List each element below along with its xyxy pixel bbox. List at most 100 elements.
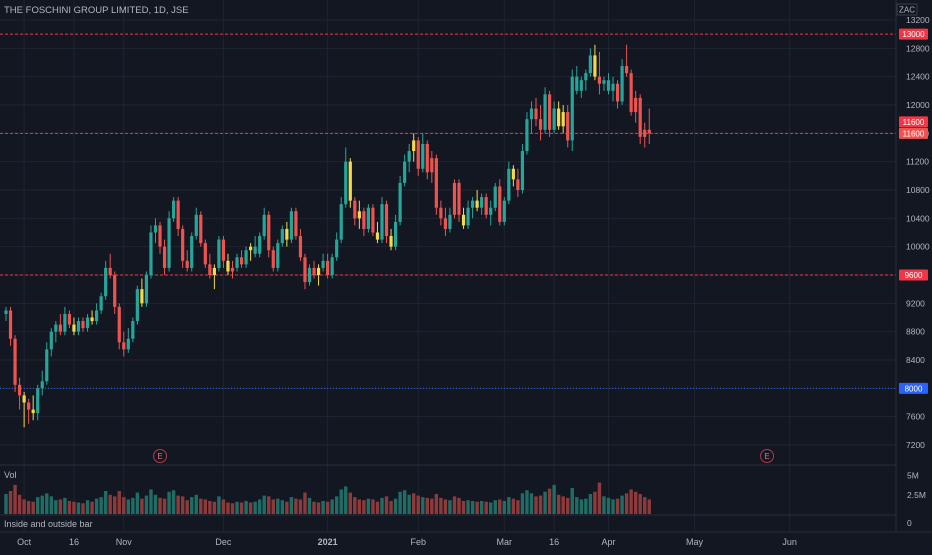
candle-body[interactable] xyxy=(190,236,194,268)
candle-body[interactable] xyxy=(67,313,72,325)
candle-body[interactable] xyxy=(162,246,167,268)
candle-body[interactable] xyxy=(457,182,461,215)
candle-body[interactable] xyxy=(298,236,303,258)
candle-body[interactable] xyxy=(425,143,429,173)
candle-body[interactable] xyxy=(430,158,434,173)
candle-body[interactable] xyxy=(253,246,257,254)
candle-body[interactable] xyxy=(294,211,298,237)
candle-body[interactable] xyxy=(122,342,126,350)
candle-body[interactable] xyxy=(108,267,112,275)
candle-body[interactable] xyxy=(579,80,583,91)
candle-body[interactable] xyxy=(72,324,76,332)
candle-body[interactable] xyxy=(380,204,384,240)
candle-body[interactable] xyxy=(525,119,529,152)
candle-body[interactable] xyxy=(597,76,602,84)
candle-body[interactable] xyxy=(45,349,49,382)
candle-body[interactable] xyxy=(403,161,407,183)
candle-body[interactable] xyxy=(625,66,629,74)
candle-body[interactable] xyxy=(90,317,94,322)
candle-body[interactable] xyxy=(285,228,289,240)
candle-body[interactable] xyxy=(22,395,26,403)
candle-body[interactable] xyxy=(276,243,280,268)
candle-body[interactable] xyxy=(570,76,574,141)
candle-body[interactable] xyxy=(326,260,330,275)
candle-body[interactable] xyxy=(335,239,339,258)
candle-body[interactable] xyxy=(212,267,216,275)
candle-body[interactable] xyxy=(230,267,235,272)
candle-body[interactable] xyxy=(615,83,620,102)
candle-body[interactable] xyxy=(516,179,520,190)
candle-body[interactable] xyxy=(543,94,547,130)
candle-body[interactable] xyxy=(552,108,556,130)
candle-body[interactable] xyxy=(149,232,153,276)
candle-body[interactable] xyxy=(249,246,253,251)
candle-body[interactable] xyxy=(557,108,561,127)
candle-body[interactable] xyxy=(538,119,543,130)
time-axis[interactable]: Oct 16 Nov Dec 2021 Feb Mar 16 Apr May Jun xyxy=(17,537,797,547)
candle-body[interactable] xyxy=(239,257,244,265)
earnings-event-icon[interactable] xyxy=(153,449,168,463)
candle-body[interactable] xyxy=(158,225,162,247)
candle-body[interactable] xyxy=(258,236,262,254)
candle-body[interactable] xyxy=(17,384,22,396)
candle-body[interactable] xyxy=(575,76,579,91)
candles[interactable] xyxy=(4,44,651,428)
candle-body[interactable] xyxy=(439,207,443,219)
candle-body[interactable] xyxy=(606,80,611,91)
candle-body[interactable] xyxy=(208,264,212,275)
candle-body[interactable] xyxy=(81,321,85,329)
candle-body[interactable] xyxy=(27,402,31,410)
candle-body[interactable] xyxy=(434,158,438,208)
candle-body[interactable] xyxy=(452,182,457,215)
candle-body[interactable] xyxy=(135,289,139,322)
candle-body[interactable] xyxy=(321,260,325,268)
candle-body[interactable] xyxy=(244,250,248,265)
candle-body[interactable] xyxy=(416,140,420,169)
candle-body[interactable] xyxy=(348,161,352,201)
candle-body[interactable] xyxy=(140,289,144,304)
candle-body[interactable] xyxy=(280,228,284,244)
candle-body[interactable] xyxy=(362,211,366,229)
candle-body[interactable] xyxy=(104,267,108,297)
candle-body[interactable] xyxy=(95,310,99,322)
candle-body[interactable] xyxy=(181,228,185,261)
candle-body[interactable] xyxy=(113,275,117,307)
candle-body[interactable] xyxy=(634,97,638,113)
candle-body[interactable] xyxy=(502,200,506,222)
candle-body[interactable] xyxy=(40,381,44,389)
earnings-event-icon[interactable] xyxy=(760,449,775,463)
candle-body[interactable] xyxy=(167,218,171,268)
candle-body[interactable] xyxy=(638,97,642,137)
candle-body[interactable] xyxy=(203,243,207,265)
candle-body[interactable] xyxy=(588,55,592,74)
candle-body[interactable] xyxy=(235,257,239,268)
candle-body[interactable] xyxy=(593,55,597,77)
candle-body[interactable] xyxy=(316,267,321,275)
candle-body[interactable] xyxy=(353,200,357,219)
candle-body[interactable] xyxy=(85,317,90,329)
candle-body[interactable] xyxy=(584,73,588,81)
candle-body[interactable] xyxy=(371,207,375,233)
candle-body[interactable] xyxy=(470,200,475,208)
candle-body[interactable] xyxy=(647,129,651,134)
candle-body[interactable] xyxy=(4,310,8,314)
candle-body[interactable] xyxy=(389,236,393,247)
candle-body[interactable] xyxy=(421,143,425,169)
candle-body[interactable] xyxy=(144,275,149,304)
candle-body[interactable] xyxy=(8,310,13,339)
candle-body[interactable] xyxy=(221,239,226,261)
candle-body[interactable] xyxy=(511,168,515,180)
candle-body[interactable] xyxy=(611,83,615,91)
candle-body[interactable] xyxy=(289,211,293,240)
candle-body[interactable] xyxy=(339,204,343,240)
candle-body[interactable] xyxy=(63,313,67,332)
candle-body[interactable] xyxy=(217,239,221,268)
candle-body[interactable] xyxy=(629,73,633,113)
candle-body[interactable] xyxy=(262,214,266,237)
candle-body[interactable] xyxy=(366,207,370,229)
candle-body[interactable] xyxy=(461,214,466,226)
candle-body[interactable] xyxy=(493,186,497,208)
candle-body[interactable] xyxy=(480,197,484,208)
candle-body[interactable] xyxy=(393,221,398,247)
